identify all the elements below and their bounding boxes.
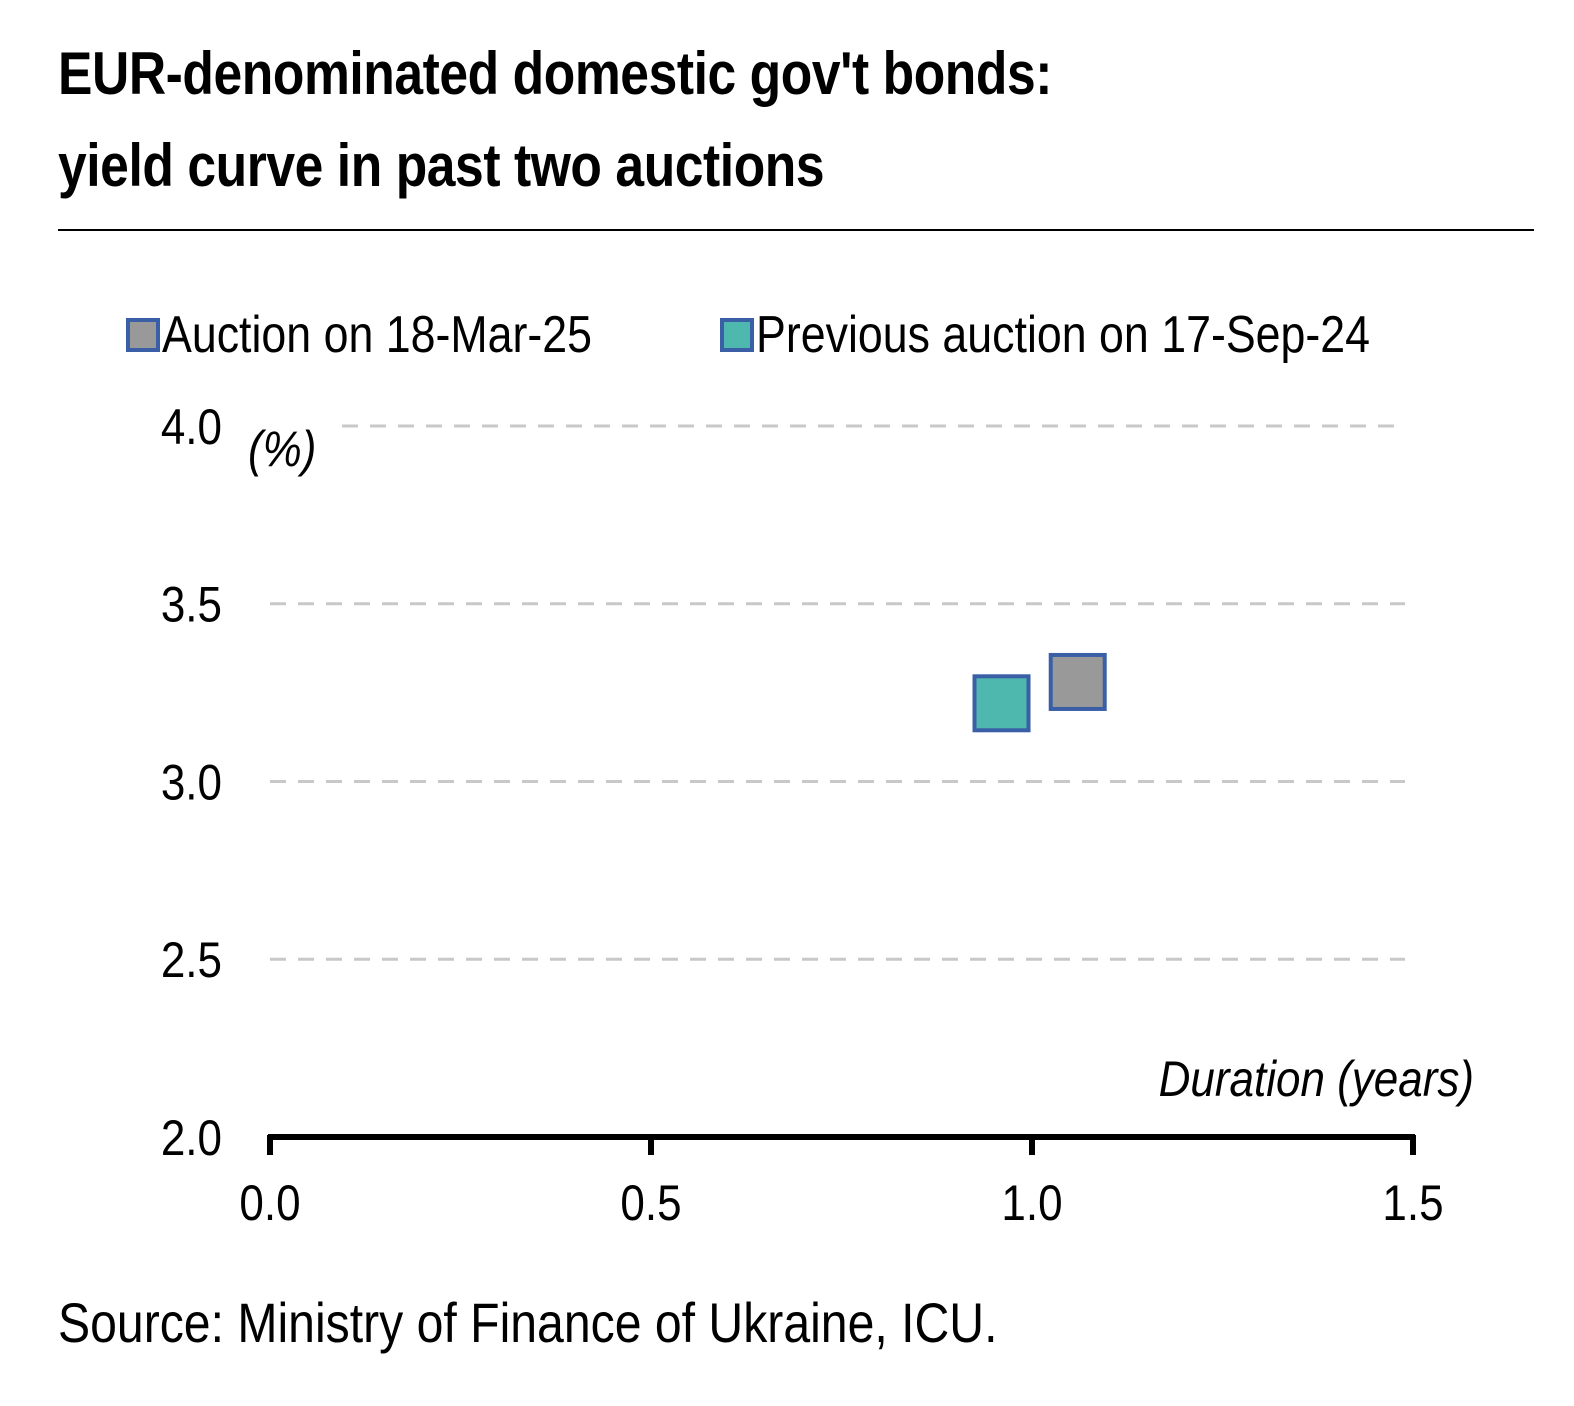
data-point-series-0-0 xyxy=(1048,652,1107,711)
y-tick-label-4: 4.0 xyxy=(161,398,222,454)
chart-legend: Auction on 18-Mar-25 Previous auction on… xyxy=(126,300,1528,370)
chart-title-line-2: yield curve in past two auctions xyxy=(58,132,825,199)
title-divider xyxy=(58,229,1534,231)
x-axis-title: Duration (years) xyxy=(1159,1050,1474,1106)
y-tick-label-3: 3.5 xyxy=(161,576,222,632)
legend-label-current-auction: Auction on 18-Mar-25 xyxy=(162,306,593,364)
y-tick-label-1: 2.5 xyxy=(161,932,222,988)
x-tick-label-3: 1.5 xyxy=(1382,1174,1443,1230)
y-tick-label-0: 2.0 xyxy=(161,1109,222,1165)
legend-label-previous-auction: Previous auction on 17-Sep-24 xyxy=(756,306,1371,364)
chart-title-line-1: EUR-denominated domestic gov't bonds: xyxy=(58,40,1052,107)
y-axis-title: (%) xyxy=(248,420,316,476)
x-tick-label-2: 1.0 xyxy=(1001,1174,1062,1230)
legend-swatch-previous-auction xyxy=(720,318,755,352)
x-tick-label-0: 0.0 xyxy=(239,1174,300,1230)
x-tick-label-1: 0.5 xyxy=(620,1174,681,1230)
legend-item-current-auction: Auction on 18-Mar-25 xyxy=(126,305,662,365)
data-point-series-1-0 xyxy=(972,674,1031,733)
chart-title: EUR-denominated domestic gov't bonds: yi… xyxy=(58,28,1296,212)
y-tick-label-2: 3.0 xyxy=(161,754,222,810)
legend-item-previous-auction: Previous auction on 17-Sep-24 xyxy=(720,305,1470,365)
legend-swatch-current-auction xyxy=(126,318,160,352)
source-note: Source: Ministry of Finance of Ukraine, … xyxy=(58,1291,998,1354)
